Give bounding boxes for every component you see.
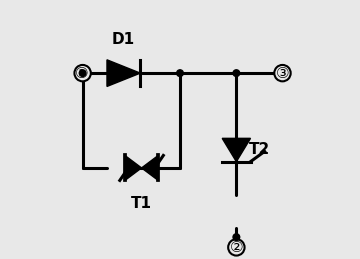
Circle shape <box>79 70 86 76</box>
Text: ①: ① <box>75 66 88 81</box>
Circle shape <box>76 66 90 80</box>
Circle shape <box>229 240 244 255</box>
Text: D1: D1 <box>112 32 135 47</box>
Text: ③: ③ <box>276 66 289 81</box>
Text: T2: T2 <box>249 142 270 157</box>
Circle shape <box>177 70 183 76</box>
Polygon shape <box>141 155 158 181</box>
Circle shape <box>233 70 240 76</box>
Polygon shape <box>222 138 251 162</box>
Circle shape <box>275 66 290 80</box>
Text: T1: T1 <box>131 196 152 211</box>
Circle shape <box>233 234 240 240</box>
Polygon shape <box>107 60 140 87</box>
Text: ②: ② <box>230 240 243 255</box>
Polygon shape <box>125 155 141 181</box>
